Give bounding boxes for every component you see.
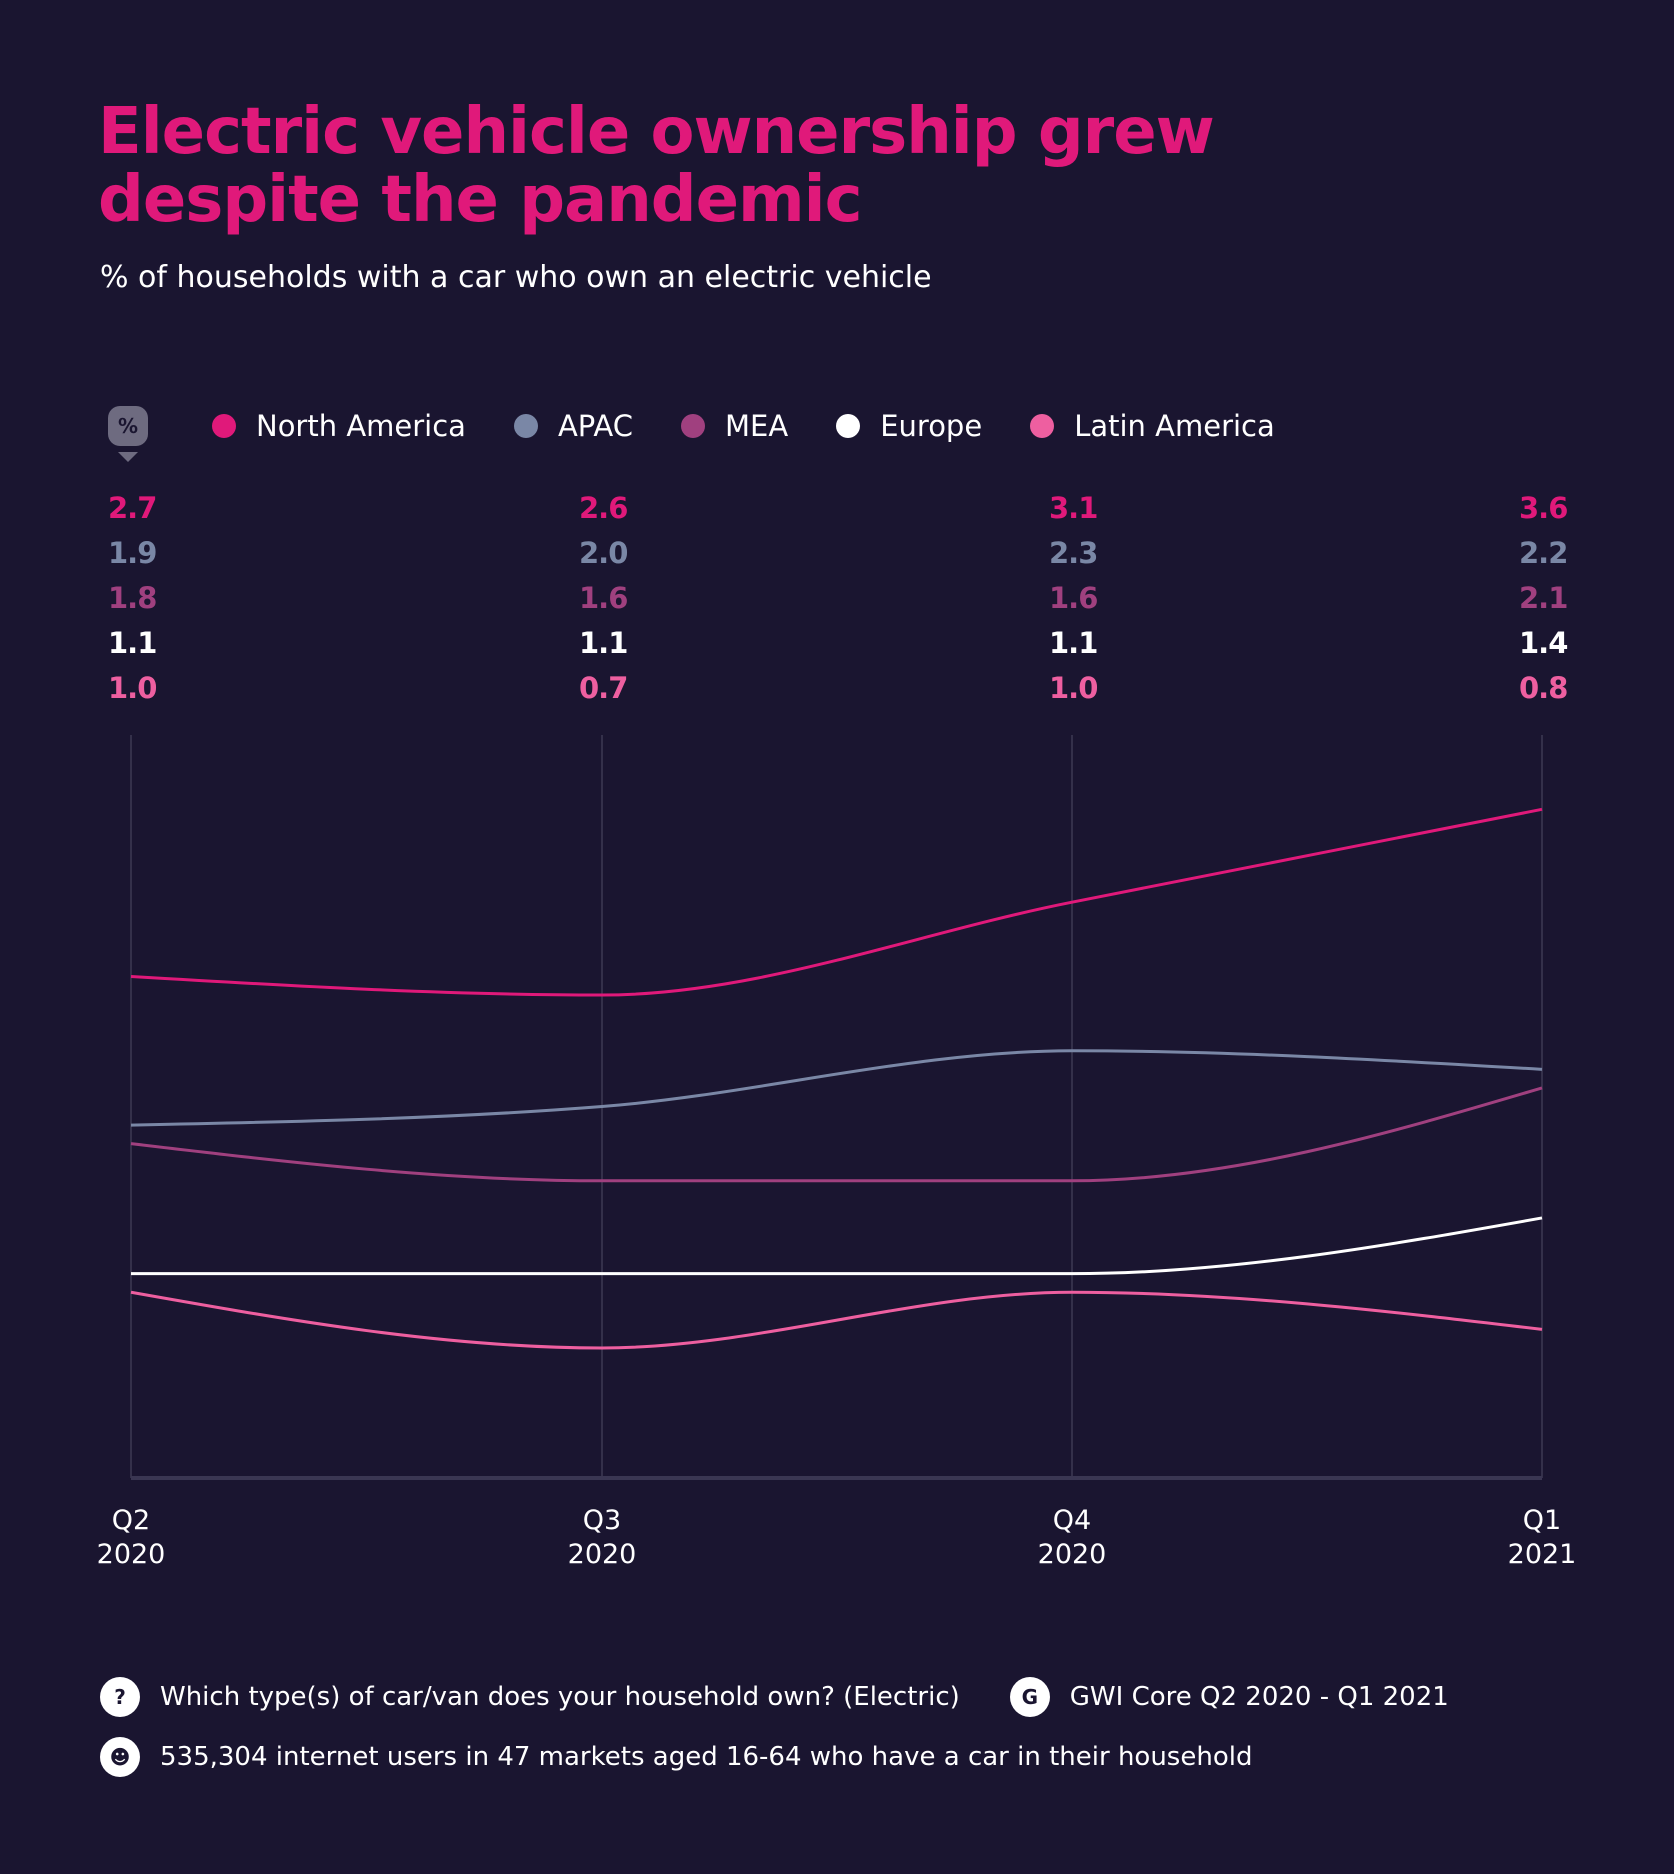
gwi-logo-icon: G (1009, 1677, 1050, 1717)
year: 2020 (1037, 1539, 1107, 1570)
year: 2020 (96, 1539, 166, 1570)
legend-label: MEA (725, 409, 789, 443)
series-line-europe (131, 1216, 1543, 1276)
question-text: Which type(s) of car/van does your house… (160, 1682, 960, 1712)
legend-label: North America (256, 409, 466, 443)
legend-label: APAC (557, 409, 634, 443)
series-line-north-america (130, 807, 1543, 997)
footer-audience: ☻ 535,304 internet users in 47 markets a… (100, 1737, 1252, 1777)
quarter: Q3 (582, 1505, 622, 1536)
data-label: 2.1 (1519, 581, 1568, 615)
data-label: 1.0 (1049, 671, 1098, 705)
quarter: Q1 (1522, 1505, 1562, 1536)
data-label: 1.6 (579, 581, 628, 615)
data-label: 1.1 (108, 626, 157, 660)
value-column: 3.6 2.2 2.1 1.4 0.8 (1519, 488, 1568, 713)
data-label: 3.6 (1519, 491, 1568, 525)
legend-item: Europe (836, 409, 982, 443)
x-tick-label: Q1 2021 (1482, 1504, 1602, 1572)
legend-item: MEA (681, 409, 788, 443)
value-column: 3.1 2.3 1.6 1.1 1.0 (1049, 488, 1098, 713)
x-tick-label: Q2 2020 (71, 1504, 191, 1572)
year: 2021 (1507, 1539, 1577, 1570)
data-label: 2.3 (1049, 536, 1098, 570)
data-label: 3.1 (1049, 491, 1098, 525)
chart-subtitle: % of households with a car who own an el… (100, 260, 932, 295)
data-label: 2.6 (579, 491, 628, 525)
data-label: 1.6 (1049, 581, 1098, 615)
legend: % North America APAC MEA Europe Latin Americ… (108, 406, 1323, 462)
legend-item: North America (212, 409, 466, 443)
quarter: Q2 (111, 1505, 151, 1536)
legend-dot (681, 414, 706, 438)
quarter: Q4 (1052, 1505, 1092, 1536)
legend-item: Latin America (1030, 409, 1275, 443)
x-tick-label: Q4 2020 (1012, 1504, 1132, 1572)
data-label: 0.7 (579, 671, 628, 705)
value-column: 2.7 1.9 1.8 1.1 1.0 (108, 488, 157, 713)
data-label: 2.0 (579, 536, 628, 570)
footer-question: ? Which type(s) of car/van does your hou… (100, 1677, 1449, 1717)
series-line-latin-america (130, 1290, 1543, 1350)
data-label: 1.0 (108, 671, 157, 705)
source-text: GWI Core Q2 2020 - Q1 2021 (1069, 1682, 1449, 1712)
data-label: 1.1 (1049, 626, 1098, 660)
chart-title: Electric vehicle ownership grew despite … (98, 95, 1215, 237)
data-label: 1.1 (579, 626, 628, 660)
year: 2020 (567, 1539, 637, 1570)
value-column: 2.6 2.0 1.6 1.1 0.7 (579, 488, 628, 713)
people-icon: ☻ (100, 1737, 140, 1777)
data-label: 2.2 (1519, 536, 1568, 570)
legend-dot (1030, 414, 1055, 438)
legend-label: Europe (880, 409, 983, 443)
data-label: 1.9 (108, 536, 157, 570)
legend-item: APAC (513, 409, 634, 443)
data-label: 2.7 (108, 491, 157, 525)
data-label: 1.8 (108, 581, 157, 615)
series-line-apac (130, 1049, 1543, 1127)
percent-unit-icon: % (108, 406, 148, 462)
data-label: 0.8 (1519, 671, 1568, 705)
audience-text: 535,304 internet users in 47 markets age… (160, 1742, 1253, 1772)
legend-dot (836, 414, 861, 438)
legend-dot (212, 414, 236, 438)
x-tick-label: Q3 2020 (542, 1504, 662, 1572)
data-label: 1.4 (1519, 626, 1568, 660)
question-icon: ? (100, 1677, 140, 1717)
legend-dot (513, 414, 538, 438)
legend-label: Latin America (1074, 409, 1275, 443)
series-line-mea (130, 1086, 1543, 1183)
